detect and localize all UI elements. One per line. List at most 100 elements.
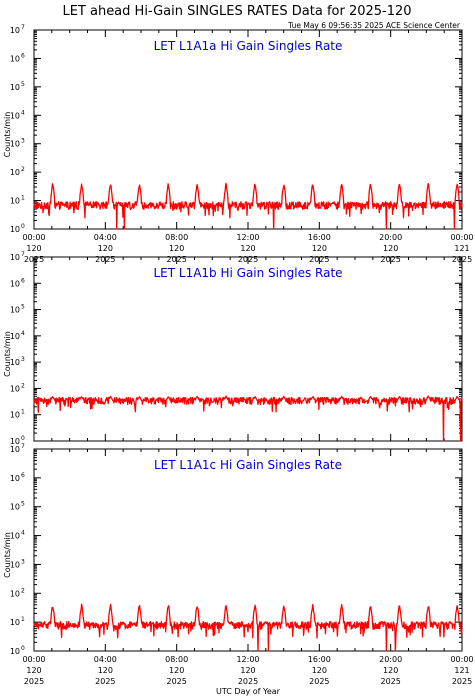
panel-title: LET L1A1a Hi Gain Singles Rate — [154, 39, 343, 53]
y-tick-exponent: 4 — [21, 530, 25, 537]
y-tick-exponent: 7 — [21, 443, 25, 450]
x-tick-time: 16:00 — [308, 233, 331, 242]
x-tick-day: 121 — [454, 666, 469, 675]
plot-frame — [33, 256, 463, 442]
y-tick-exponent: 1 — [21, 616, 25, 623]
y-tick-exponent: 0 — [21, 435, 25, 442]
y-tick-label: 10 — [10, 503, 20, 512]
x-tick-day: 121 — [454, 244, 469, 253]
x-tick-year: 2025 — [166, 677, 186, 686]
y-tick-label: 10 — [10, 197, 20, 206]
x-tick-time: 20:00 — [379, 655, 402, 664]
panel-title: LET L1A1b Hi Gain Singles Rate — [153, 266, 342, 280]
x-axis-label: UTC Day of Year — [216, 687, 281, 696]
y-tick-label: 10 — [10, 168, 20, 177]
y-tick-exponent: 5 — [21, 81, 25, 88]
y-tick-label: 10 — [10, 332, 20, 341]
x-tick-day: 120 — [240, 666, 255, 675]
x-tick-day: 120 — [383, 244, 398, 253]
x-tick-label: 08:00 120 2025 — [165, 655, 188, 686]
y-tick-label: 10 — [10, 647, 20, 656]
y-tick-label: 10 — [10, 111, 20, 120]
x-tick-label: 20:00 120 2025 — [379, 655, 402, 686]
x-tick-year: 2025 — [238, 677, 258, 686]
generation-timestamp: Tue May 6 09:56:35 2025 ACE Science Cent… — [287, 21, 461, 30]
panel-title: LET L1A1c Hi Gain Singles Rate — [154, 458, 342, 472]
x-tick-day: 120 — [312, 244, 327, 253]
x-tick-day: 120 — [98, 244, 113, 253]
y-tick-exponent: 2 — [21, 166, 25, 173]
y-tick-label: 10 — [10, 306, 20, 315]
x-tick-day: 120 — [26, 666, 41, 675]
x-tick-label: 00:00 121 2025 — [450, 655, 473, 686]
y-tick-label: 10 — [10, 411, 20, 420]
y-tick-label: 10 — [10, 253, 20, 262]
x-tick-label: 04:00 120 2025 — [94, 655, 117, 686]
rate-series-line — [33, 603, 463, 652]
x-tick-day: 120 — [169, 244, 184, 253]
y-tick-exponent: 2 — [21, 382, 25, 389]
x-tick-label: 12:00 120 2025 — [236, 655, 259, 686]
x-tick-time: 08:00 — [165, 233, 188, 242]
rate-series-line — [33, 182, 463, 230]
x-tick-day: 120 — [98, 666, 113, 675]
x-tick-time: 12:00 — [236, 655, 259, 664]
x-tick-time: 00:00 — [22, 655, 45, 664]
y-axis-label: Counts/min — [3, 532, 12, 578]
x-tick-year: 2025 — [309, 677, 329, 686]
x-tick-day: 120 — [26, 244, 41, 253]
y-tick-exponent: 7 — [21, 24, 25, 31]
x-tick-day: 120 — [169, 666, 184, 675]
y-tick-label: 10 — [10, 279, 20, 288]
y-tick-exponent: 5 — [21, 304, 25, 311]
x-tick-time: 00:00 — [450, 655, 473, 664]
y-tick-label: 10 — [10, 384, 20, 393]
x-tick-label: 00:00 120 2025 — [22, 655, 45, 686]
x-tick-time: 00:00 — [22, 233, 45, 242]
y-tick-label: 10 — [10, 445, 20, 454]
y-tick-label: 10 — [10, 474, 20, 483]
y-tick-label: 10 — [10, 26, 20, 35]
x-tick-day: 120 — [383, 666, 398, 675]
x-tick-year: 2025 — [380, 677, 400, 686]
y-tick-exponent: 5 — [21, 501, 25, 508]
rate-series-line — [33, 395, 463, 442]
x-tick-time: 00:00 — [450, 233, 473, 242]
y-tick-exponent: 3 — [21, 138, 25, 145]
y-tick-label: 10 — [10, 140, 20, 149]
y-tick-label: 10 — [10, 589, 20, 598]
x-tick-time: 08:00 — [165, 655, 188, 664]
x-tick-time: 12:00 — [236, 233, 259, 242]
y-axis-label: Counts/min — [3, 331, 12, 377]
y-tick-exponent: 3 — [21, 558, 25, 565]
y-tick-exponent: 0 — [21, 645, 25, 652]
x-tick-day: 120 — [240, 244, 255, 253]
y-tick-label: 10 — [10, 532, 20, 541]
y-tick-label: 10 — [10, 437, 20, 446]
x-tick-time: 16:00 — [308, 655, 331, 664]
y-tick-label: 10 — [10, 54, 20, 63]
y-tick-exponent: 4 — [21, 330, 25, 337]
x-tick-time: 04:00 — [94, 233, 117, 242]
y-tick-exponent: 6 — [21, 52, 25, 59]
y-tick-exponent: 7 — [21, 251, 25, 258]
y-tick-exponent: 6 — [21, 277, 25, 284]
x-tick-day: 120 — [312, 666, 327, 675]
x-tick-label: 16:00 120 2025 — [308, 655, 331, 686]
x-tick-time: 20:00 — [379, 233, 402, 242]
y-tick-exponent: 3 — [21, 356, 25, 363]
y-tick-exponent: 2 — [21, 587, 25, 594]
x-tick-year: 2025 — [452, 677, 472, 686]
x-tick-time: 04:00 — [94, 655, 117, 664]
y-tick-label: 10 — [10, 618, 20, 627]
y-tick-label: 10 — [10, 560, 20, 569]
x-tick-year: 2025 — [95, 677, 115, 686]
y-tick-exponent: 6 — [21, 472, 25, 479]
y-tick-exponent: 1 — [21, 195, 25, 202]
figure-title: LET ahead Hi-Gain SINGLES RATES Data for… — [62, 4, 411, 19]
